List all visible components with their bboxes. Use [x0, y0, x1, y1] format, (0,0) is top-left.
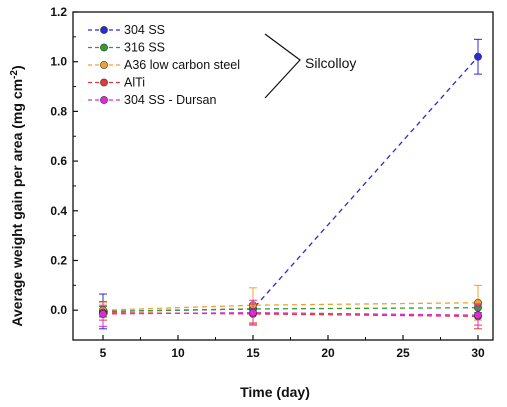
- legend-marker: [100, 61, 108, 69]
- x-tick-label: 30: [471, 346, 485, 360]
- legend-item: 304 SS - Dursan: [88, 93, 216, 107]
- x-tick-label: 15: [246, 346, 260, 360]
- y-tick-label: 1.0: [50, 55, 67, 69]
- legend-item: 304 SS: [88, 23, 165, 37]
- legend-marker: [100, 43, 108, 52]
- y-axis-title-close: ): [9, 65, 25, 70]
- series-line: [102, 302, 479, 311]
- legend-label: 304 SS - Dursan: [124, 93, 216, 107]
- y-tick-label: 0.6: [50, 154, 67, 168]
- legend: 304 SS 316 SS A36 low carbon steel AlTi 304 …: [88, 23, 240, 107]
- series-2: [99, 284, 482, 324]
- data-point: [474, 311, 482, 320]
- y-tick-label: 0.4: [50, 204, 67, 218]
- x-tick-label: 20: [321, 346, 335, 360]
- series-line: [102, 307, 479, 313]
- plot-frame: [72, 11, 494, 341]
- x-axis-title: Time (day): [240, 384, 310, 400]
- silcolloy-annotation: Silcolloy: [305, 55, 356, 71]
- legend-item: A36 low carbon steel: [88, 58, 240, 72]
- y-axis-ticks: 0.0 0.2 0.4 0.6 0.8 1.0 1.2: [50, 5, 78, 317]
- series-line: [102, 312, 479, 316]
- series-1: [99, 302, 482, 317]
- y-axis-title-main: Average weight gain per area (mg cm: [9, 79, 25, 327]
- legend-item: AlTi: [88, 76, 145, 90]
- silcolloy-brace: [264, 33, 301, 99]
- data-point: [474, 52, 482, 61]
- x-tick-label: 5: [100, 346, 107, 360]
- legend-label: AlTi: [124, 76, 145, 90]
- x-tick-label: 25: [396, 346, 410, 360]
- y-tick-label: 0.2: [50, 253, 67, 267]
- legend-label: 304 SS: [124, 23, 165, 37]
- data-point: [249, 308, 257, 317]
- y-axis-title-sup: -2: [9, 70, 20, 79]
- y-tick-label: 1.2: [50, 5, 67, 19]
- y-axis-title-group: Average weight gain per area (mg cm-2): [9, 65, 25, 326]
- x-axis-ticks: 5 10 15 20 25 30: [100, 335, 485, 360]
- y-tick-label: 0.8: [50, 104, 67, 118]
- legend-marker: [100, 26, 108, 34]
- plot-border: [72, 11, 494, 341]
- series-0: [99, 38, 482, 330]
- legend-marker: [100, 96, 108, 104]
- legend-item: 316 SS: [88, 41, 165, 55]
- series-layer: [99, 38, 482, 330]
- series-line: [102, 312, 479, 318]
- data-point: [99, 310, 107, 318]
- series-3: [99, 303, 482, 330]
- legend-label: A36 low carbon steel: [124, 58, 240, 72]
- legend-marker: [100, 78, 108, 87]
- legend-label: 316 SS: [124, 41, 165, 55]
- x-tick-label: 10: [171, 346, 185, 360]
- y-tick-label: 0.0: [50, 303, 67, 317]
- y-axis-title: Average weight gain per area (mg cm-2): [9, 65, 25, 326]
- series-4: [99, 299, 482, 327]
